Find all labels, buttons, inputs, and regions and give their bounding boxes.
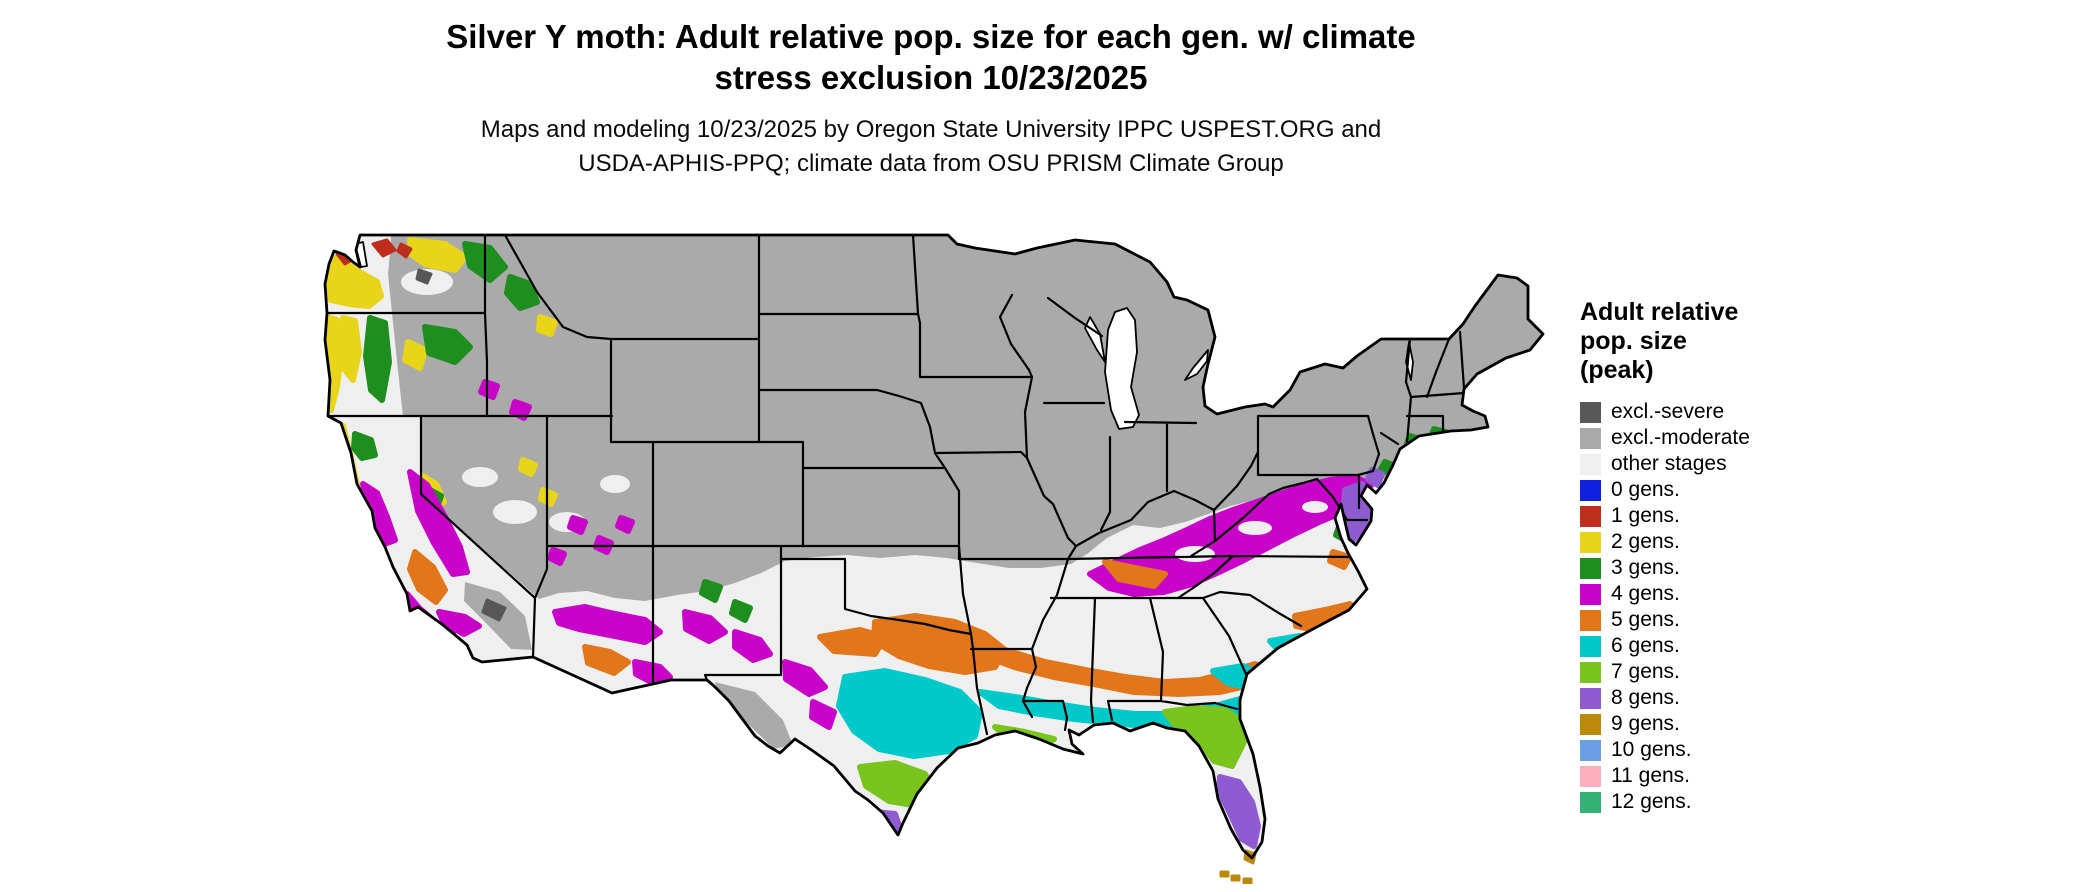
lakes xyxy=(354,241,1414,430)
legend-swatch xyxy=(1580,609,1601,631)
legend-label: 12 gens. xyxy=(1611,790,1692,813)
legend-label: 0 gens. xyxy=(1611,478,1680,501)
page-title: Silver Y moth: Adult relative pop. size … xyxy=(331,16,1531,98)
legend-label: other stages xyxy=(1611,452,1727,475)
legend-swatch xyxy=(1580,791,1601,813)
state-borders xyxy=(325,235,1466,736)
legend-title-line1: Adult relative xyxy=(1580,298,1739,326)
legend-item: 10 gens. xyxy=(1580,737,1920,763)
legend-item: excl.-severe xyxy=(1580,399,1920,425)
lake-michigan xyxy=(1104,307,1140,430)
legend-swatch xyxy=(1580,583,1601,605)
map-fill-layers xyxy=(325,235,1543,858)
legend-label: 7 gens. xyxy=(1611,660,1680,683)
legend-swatch xyxy=(1580,557,1601,579)
legend-label: 5 gens. xyxy=(1611,608,1680,631)
legend-item: other stages xyxy=(1580,451,1920,477)
saginaw-bay xyxy=(1184,349,1209,381)
legend-item: excl.-moderate xyxy=(1580,425,1920,451)
legend-label: 6 gens. xyxy=(1611,634,1680,657)
legend-label: 3 gens. xyxy=(1611,556,1680,579)
legend-item: 0 gens. xyxy=(1580,477,1920,503)
legend-swatch xyxy=(1580,687,1601,709)
legend-item: 2 gens. xyxy=(1580,529,1920,555)
legend-swatch xyxy=(1580,479,1601,501)
legend-item: 8 gens. xyxy=(1580,685,1920,711)
page-subtitle-line2: USDA-APHIS-PPQ; climate data from OSU PR… xyxy=(578,150,1284,177)
legend-label: 8 gens. xyxy=(1611,686,1680,709)
legend-swatch xyxy=(1580,401,1601,423)
legend-label: excl.-moderate xyxy=(1611,426,1750,449)
legend-item: 11 gens. xyxy=(1580,763,1920,789)
legend-title-line3: (peak) xyxy=(1580,356,1654,384)
legend-swatch xyxy=(1580,661,1601,683)
legend: Adult relative pop. size (peak) excl.-se… xyxy=(1580,298,1920,815)
us-map xyxy=(323,233,1545,884)
legend-item: 9 gens. xyxy=(1580,711,1920,737)
page-subtitle-line1: Maps and modeling 10/23/2025 by Oregon S… xyxy=(480,116,1382,143)
legend-swatch xyxy=(1580,713,1601,735)
legend-label: 1 gens. xyxy=(1611,504,1680,527)
legend-swatch xyxy=(1580,505,1601,527)
legend-items: excl.-severe excl.-moderate other stages… xyxy=(1580,399,1920,815)
page-title-line1: Silver Y moth: Adult relative pop. size … xyxy=(446,18,1416,55)
legend-label: excl.-severe xyxy=(1611,400,1725,423)
legend-swatch xyxy=(1580,531,1601,553)
header: Silver Y moth: Adult relative pop. size … xyxy=(331,16,1531,181)
legend-label: 2 gens. xyxy=(1611,530,1680,553)
legend-label: 11 gens. xyxy=(1611,764,1691,787)
regions-9-gens xyxy=(1219,849,1257,884)
legend-item: 6 gens. xyxy=(1580,633,1920,659)
legend-swatch xyxy=(1580,765,1601,787)
legend-swatch xyxy=(1580,427,1601,449)
legend-item: 1 gens. xyxy=(1580,503,1920,529)
legend-label: 9 gens. xyxy=(1611,712,1680,735)
legend-item: 12 gens. xyxy=(1580,789,1920,815)
legend-item: 5 gens. xyxy=(1580,607,1920,633)
legend-swatch xyxy=(1580,635,1601,657)
legend-title-line2: pop. size xyxy=(1580,327,1687,355)
legend-swatch xyxy=(1580,453,1601,475)
legend-swatch xyxy=(1580,739,1601,761)
legend-item: 4 gens. xyxy=(1580,581,1920,607)
regions-excl-severe xyxy=(415,268,507,622)
legend-label: 4 gens. xyxy=(1611,582,1680,605)
legend-item: 7 gens. xyxy=(1580,659,1920,685)
legend-item: 3 gens. xyxy=(1580,555,1920,581)
page-title-line2: stress exclusion 10/23/2025 xyxy=(714,59,1148,96)
legend-label: 10 gens. xyxy=(1611,738,1692,761)
page-subtitle: Maps and modeling 10/23/2025 by Oregon S… xyxy=(331,113,1531,181)
us-outline xyxy=(323,233,1545,860)
legend-title: Adult relative pop. size (peak) xyxy=(1580,298,1920,385)
